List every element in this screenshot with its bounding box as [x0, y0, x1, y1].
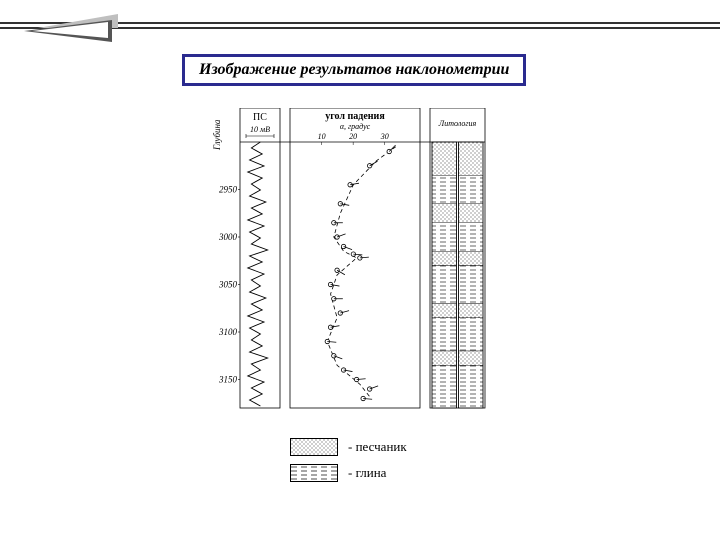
legend: - песчаник - глина — [290, 438, 407, 490]
header-bar — [0, 16, 720, 42]
legend-clay: - глина — [290, 464, 407, 482]
svg-text:Глубина: Глубина — [212, 119, 222, 151]
svg-text:α, градус: α, градус — [340, 122, 371, 131]
svg-text:Литология: Литология — [438, 119, 477, 128]
svg-text:10: 10 — [318, 132, 326, 141]
svg-text:3100: 3100 — [218, 327, 238, 337]
arrow-decor — [18, 10, 118, 46]
svg-text:3050: 3050 — [218, 280, 238, 290]
legend-sand-label: - песчаник — [348, 439, 407, 455]
svg-text:30: 30 — [380, 132, 389, 141]
title-text: Изображение результатов наклонометрии — [199, 61, 509, 78]
svg-text:3150: 3150 — [218, 375, 238, 385]
legend-clay-label: - глина — [348, 465, 386, 481]
clay-swatch — [290, 464, 338, 482]
svg-text:20: 20 — [349, 132, 357, 141]
svg-text:10 мВ: 10 мВ — [250, 125, 270, 134]
svg-text:2950: 2950 — [219, 185, 238, 195]
figure-title: Изображение результатов наклонометрии — [182, 54, 526, 86]
sand-swatch — [290, 438, 338, 456]
legend-sand: - песчаник — [290, 438, 407, 456]
log-chart: Глубина ПС 10 мВ угол паденияα, градус 10 20 3… — [210, 108, 500, 428]
svg-text:ПС: ПС — [253, 112, 267, 123]
svg-text:угол падения: угол падения — [325, 111, 385, 122]
svg-text:3000: 3000 — [218, 232, 238, 242]
